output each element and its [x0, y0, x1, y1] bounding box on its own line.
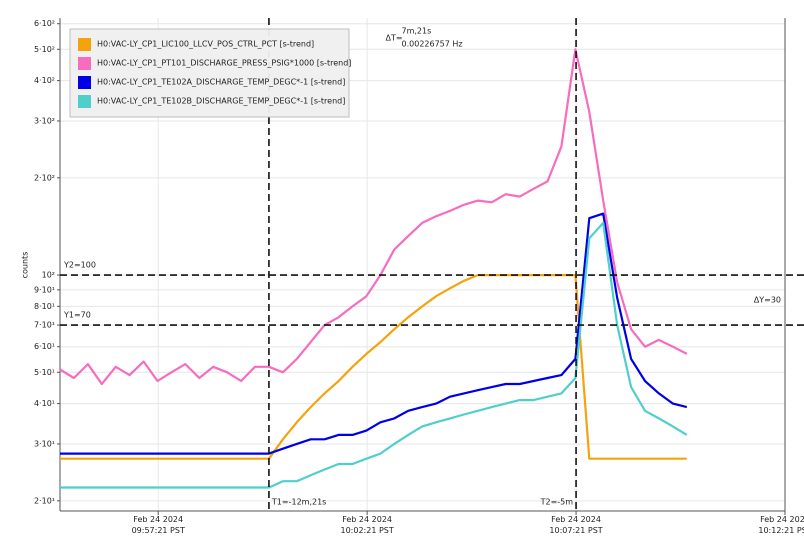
- x-tick-label-line: 10:02:21 PST: [340, 526, 393, 535]
- delta-t-label: ΔT=: [386, 34, 403, 43]
- legend-label: H0:VAC-LY_CP1_TE102A_DISCHARGE_TEMP_DEGC…: [97, 78, 345, 87]
- x-tick-label-line: 10:07:21 PST: [549, 526, 602, 535]
- x-tick-label-line: Feb 24 2024: [760, 515, 804, 524]
- x-tick-label: Feb 24 2024 10:12:21 PST: [758, 515, 804, 535]
- legend-label: H0:VAC-LY_CP1_PT101_DISCHARGE_PRESS_PSIG…: [97, 59, 351, 68]
- y-tick-label: 2·10¹: [34, 496, 55, 505]
- y-tick-label: 2·10²: [34, 173, 55, 182]
- legend-box: [69, 28, 350, 118]
- x-tick-label-line: Feb 24 2024: [133, 515, 183, 524]
- y-tick-label: 8·10¹: [34, 302, 55, 311]
- legend-swatch: [78, 38, 91, 51]
- y-tick-label: 5·10²: [34, 45, 55, 54]
- y-tick-label: 3·10²: [34, 116, 55, 125]
- delta-t-duration: 7m,21s: [402, 27, 432, 36]
- legend-swatch: [78, 57, 91, 70]
- y-tick-label: 4·10¹: [34, 399, 55, 408]
- x-tick-label: Feb 24 2024 09:57:21 PST: [132, 515, 185, 535]
- delta-y: ΔY=30: [754, 296, 781, 305]
- x-tick-label-line: Feb 24 2024: [342, 515, 392, 524]
- y-tick-label: 6·10²: [34, 19, 55, 28]
- y-tick-label: 5·10¹: [34, 368, 55, 377]
- x-cursor-label: T2=-5m: [540, 498, 574, 507]
- series-line: [59, 48, 688, 386]
- series-line: [60, 274, 687, 460]
- y-axis-label: counts: [21, 252, 30, 279]
- y-tick-label: 7·10¹: [34, 321, 55, 330]
- y-cursor-label: Y2=100: [63, 261, 96, 270]
- series-line: [60, 221, 688, 489]
- x-tick-label: Feb 24 2024 10:02:21 PST: [340, 515, 393, 535]
- legend-label: H0:VAC-LY_CP1_LIC100_LLCV_POS_CTRL_PCT […: [97, 40, 314, 49]
- y-tick-label: 3·10¹: [34, 439, 55, 448]
- y-tick-label: 4·10²: [34, 76, 55, 85]
- y-cursor-label: Y1=70: [63, 311, 91, 320]
- x-tick-label-line: Feb 24 2024: [551, 515, 601, 524]
- x-tick-label-line: 10:12:21 PST: [758, 526, 804, 535]
- y-tick-label: 6·10¹: [34, 342, 55, 351]
- legend-label: H0:VAC-LY_CP1_TE102B_DISCHARGE_TEMP_DEGC…: [97, 97, 345, 106]
- x-cursor-label: T1=-12m,21s: [271, 498, 326, 507]
- delta-t-frequency: 0.00226757 Hz: [402, 40, 463, 49]
- legend-swatch: [78, 76, 91, 89]
- legend-swatch: [78, 95, 91, 108]
- y-tick-label: 10²: [42, 271, 55, 280]
- x-tick-label: Feb 24 2024 10:07:21 PST: [549, 515, 602, 535]
- x-tick-label-line: 09:57:21 PST: [132, 526, 185, 535]
- legend: H0:VAC-LY_CP1_LIC100_LLCV_POS_CTRL_PCT […: [69, 28, 351, 118]
- y-tick-label: 9·10¹: [34, 285, 55, 294]
- series-line: [60, 212, 688, 455]
